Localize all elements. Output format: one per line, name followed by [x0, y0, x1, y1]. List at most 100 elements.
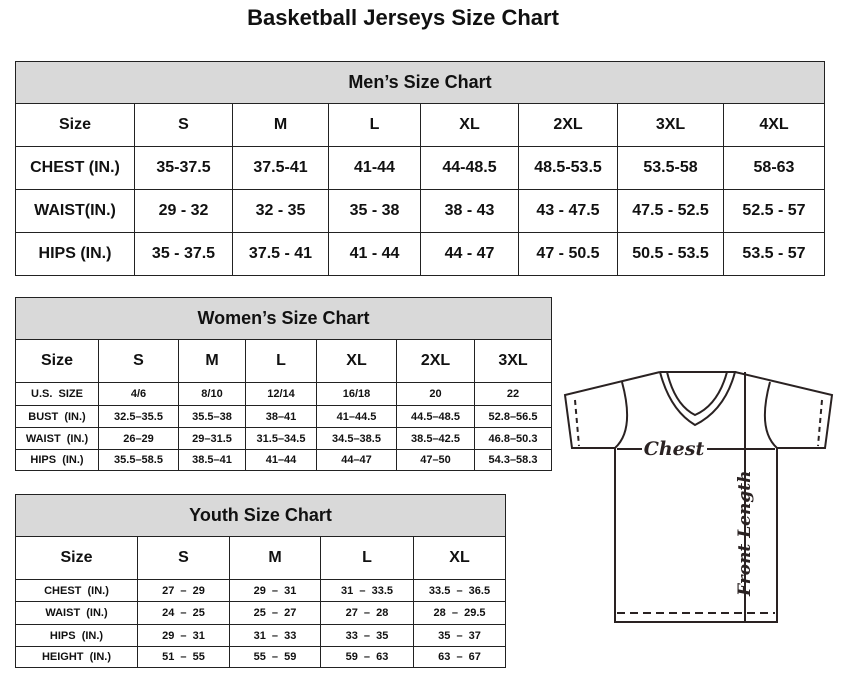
- table-cell: 35 – 37: [412, 624, 507, 647]
- table-cell: 24 – 25: [137, 601, 230, 625]
- table-cell: 54.3–58.3: [473, 449, 553, 471]
- table-row: HIPS (IN.) 35 - 37.5 37.5 - 41 41 - 44 44 - …: [15, 232, 825, 276]
- table-row: CHEST (IN.) 35-37.5 37.5-41 41-44 44-48.5 48.…: [15, 146, 825, 190]
- column-header: XL: [420, 103, 519, 147]
- womens-size-table: Women’s Size Chart Size S M L XL 2XL 3XL U.S. SI…: [14, 297, 553, 471]
- table-cell: 32.5–35.5: [98, 405, 179, 428]
- table-cell: 29–31.5: [178, 427, 246, 450]
- table-row: HEIGHT (IN.) 51 – 55 55 – 59 59 – 63 63 – 67: [15, 646, 507, 668]
- table-cell: 31 – 33.5: [320, 579, 414, 602]
- table-cell: 41 - 44: [328, 232, 421, 276]
- row-label: WAIST (IN.): [15, 427, 99, 450]
- table-cell: 37.5-41: [232, 146, 329, 190]
- row-label: U.S. SIZE: [15, 382, 99, 406]
- table-cell: 46.8–50.3: [473, 427, 553, 450]
- table-cell: 22: [473, 382, 553, 406]
- table-cell: 47 - 50.5: [518, 232, 618, 276]
- table-cell: 33 – 35: [320, 624, 414, 647]
- sleeve-seams: [574, 399, 823, 447]
- table-cell: 26–29: [98, 427, 179, 450]
- header-row: Size S M L XL 2XL 3XL 4XL: [15, 103, 825, 147]
- table-cell: 25 – 27: [229, 601, 321, 625]
- table-cell: 53.5 - 57: [723, 232, 825, 276]
- table-cell: 35-37.5: [134, 146, 233, 190]
- column-header: XL: [412, 536, 507, 580]
- page-title: Basketball Jerseys Size Chart: [247, 5, 559, 30]
- table-cell: 41–44.5: [316, 405, 397, 428]
- table-cell: 47.5 - 52.5: [617, 189, 724, 233]
- header-row: Size S M L XL: [15, 536, 507, 580]
- row-label: WAIST (IN.): [15, 601, 138, 625]
- table-cell: 51 – 55: [137, 646, 230, 668]
- column-header: L: [328, 103, 421, 147]
- table-cell: 59 – 63: [320, 646, 414, 668]
- shirt-outline: [563, 371, 834, 623]
- table-row: WAIST (IN.) 26–29 29–31.5 31.5–34.5 34.5–38.…: [15, 427, 553, 450]
- column-header: Size: [15, 536, 138, 580]
- table-cell: 29 - 32: [134, 189, 233, 233]
- column-header: 3XL: [473, 339, 553, 383]
- table-cell: 12/14: [245, 382, 317, 406]
- table-cell: 33.5 – 36.5: [412, 579, 507, 602]
- table-cell: 38 - 43: [420, 189, 519, 233]
- table-cell: 16/18: [316, 382, 397, 406]
- table-cell: 29 – 31: [137, 624, 230, 647]
- table-cell: 20: [396, 382, 475, 406]
- table-cell: 35.5–38: [178, 405, 246, 428]
- table-cell: 55 – 59: [229, 646, 321, 668]
- front-length-label: Front Length: [735, 471, 755, 597]
- table-cell: 32 - 35: [232, 189, 329, 233]
- row-label: HIPS (IN.): [15, 232, 135, 276]
- left-armhole: [614, 381, 629, 449]
- column-header: M: [229, 536, 321, 580]
- table-cell: 34.5–38.5: [316, 427, 397, 450]
- table-cell: 4/6: [98, 382, 179, 406]
- column-header: Size: [15, 339, 99, 383]
- header-row: Size S M L XL 2XL 3XL: [15, 339, 553, 383]
- table-cell: 29 – 31: [229, 579, 321, 602]
- chest-label: Chest: [644, 438, 705, 460]
- table-cell: 38.5–41: [178, 449, 246, 471]
- table-cell: 44-48.5: [420, 146, 519, 190]
- table-row: WAIST(IN.) 29 - 32 32 - 35 35 - 38 38 - 43 43…: [15, 189, 825, 233]
- table-cell: 53.5-58: [617, 146, 724, 190]
- women-table-caption: Women’s Size Chart: [14, 297, 553, 340]
- table-cell: 43 - 47.5: [518, 189, 618, 233]
- table-cell: 52.8–56.5: [473, 405, 553, 428]
- men-table-caption: Men’s Size Chart: [15, 61, 825, 104]
- column-header: Size: [15, 103, 135, 147]
- table-cell: 52.5 - 57: [723, 189, 825, 233]
- mens-size-table: Men’s Size Chart Size S M L XL 2XL 3XL 4XL CHEST …: [15, 61, 825, 276]
- table-row: HIPS (IN.) 35.5–58.5 38.5–41 41–44 44–47 47–5…: [15, 449, 553, 471]
- row-label: HIPS (IN.): [15, 449, 99, 471]
- row-label: HIPS (IN.): [15, 624, 138, 647]
- row-label: HEIGHT (IN.): [15, 646, 138, 668]
- collar: [659, 371, 737, 427]
- youth-size-table: Youth Size Chart Size S M L XL CHEST (IN.) 27 –…: [14, 494, 507, 668]
- column-header: S: [134, 103, 233, 147]
- row-label: WAIST(IN.): [15, 189, 135, 233]
- table-cell: 8/10: [178, 382, 246, 406]
- column-header: 4XL: [723, 103, 825, 147]
- table-cell: 50.5 - 53.5: [617, 232, 724, 276]
- column-header: S: [137, 536, 230, 580]
- table-cell: 37.5 - 41: [232, 232, 329, 276]
- column-header: L: [245, 339, 317, 383]
- row-label: CHEST (IN.): [15, 579, 138, 602]
- table-cell: 35.5–58.5: [98, 449, 179, 471]
- table-cell: 58-63: [723, 146, 825, 190]
- table-cell: 38.5–42.5: [396, 427, 475, 450]
- table-cell: 27 – 29: [137, 579, 230, 602]
- table-cell: 27 – 28: [320, 601, 414, 625]
- table-cell: 47–50: [396, 449, 475, 471]
- table-cell: 44–47: [316, 449, 397, 471]
- table-row: BUST (IN.) 32.5–35.5 35.5–38 38–41 41–44.5 44…: [15, 405, 553, 428]
- table-cell: 35 - 37.5: [134, 232, 233, 276]
- column-header: S: [98, 339, 179, 383]
- table-row: CHEST (IN.) 27 – 29 29 – 31 31 – 33.5 33.5 –…: [15, 579, 507, 602]
- row-label: CHEST (IN.): [15, 146, 135, 190]
- table-cell: 28 – 29.5: [412, 601, 507, 625]
- table-cell: 41-44: [328, 146, 421, 190]
- column-header: XL: [316, 339, 397, 383]
- column-header: M: [232, 103, 329, 147]
